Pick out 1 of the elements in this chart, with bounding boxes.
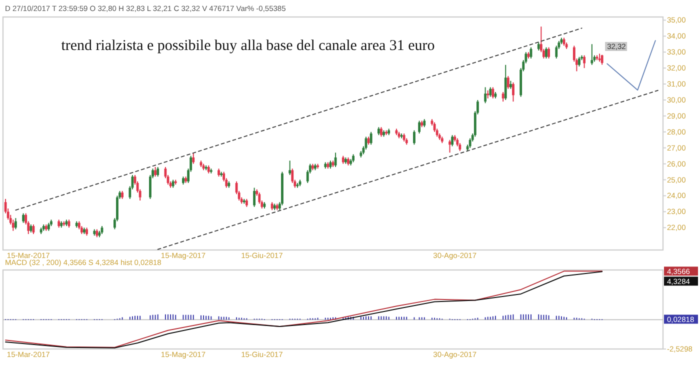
text: trend rialzista e possibile buy alla base del canale area 31 euro bbox=[61, 38, 435, 54]
